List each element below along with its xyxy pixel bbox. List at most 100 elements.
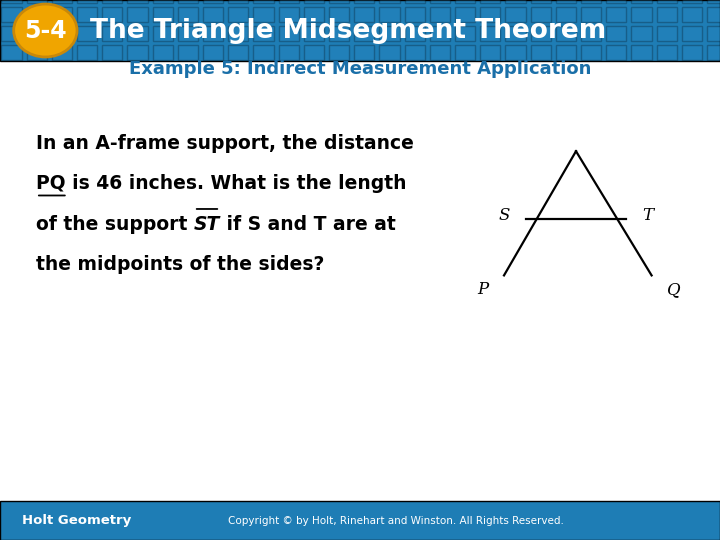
Text: Q: Q	[667, 281, 681, 298]
FancyBboxPatch shape	[52, 0, 72, 3]
FancyBboxPatch shape	[52, 45, 72, 60]
FancyBboxPatch shape	[606, 45, 626, 60]
FancyBboxPatch shape	[581, 45, 601, 60]
FancyBboxPatch shape	[253, 0, 274, 3]
FancyBboxPatch shape	[178, 7, 198, 22]
Ellipse shape	[14, 4, 77, 57]
FancyBboxPatch shape	[279, 26, 299, 41]
Text: Example 5: Indirect Measurement Application: Example 5: Indirect Measurement Applicat…	[129, 60, 591, 78]
FancyBboxPatch shape	[455, 26, 475, 41]
FancyBboxPatch shape	[707, 45, 720, 60]
FancyBboxPatch shape	[127, 7, 148, 22]
FancyBboxPatch shape	[379, 0, 400, 3]
FancyBboxPatch shape	[329, 7, 349, 22]
FancyBboxPatch shape	[1, 0, 22, 3]
FancyBboxPatch shape	[27, 7, 47, 22]
FancyBboxPatch shape	[27, 0, 47, 3]
FancyBboxPatch shape	[455, 45, 475, 60]
FancyBboxPatch shape	[1, 7, 22, 22]
FancyBboxPatch shape	[455, 0, 475, 3]
FancyBboxPatch shape	[203, 45, 223, 60]
FancyBboxPatch shape	[556, 45, 576, 60]
FancyBboxPatch shape	[153, 0, 173, 3]
FancyBboxPatch shape	[153, 26, 173, 41]
FancyBboxPatch shape	[657, 7, 677, 22]
FancyBboxPatch shape	[657, 0, 677, 3]
FancyBboxPatch shape	[455, 7, 475, 22]
FancyBboxPatch shape	[0, 0, 720, 61]
FancyBboxPatch shape	[52, 26, 72, 41]
FancyBboxPatch shape	[127, 0, 148, 3]
Text: In an A-frame support, the distance: In an A-frame support, the distance	[36, 133, 414, 153]
FancyBboxPatch shape	[531, 7, 551, 22]
Text: T: T	[642, 207, 653, 225]
FancyBboxPatch shape	[556, 7, 576, 22]
Text: the midpoints of the sides?: the midpoints of the sides?	[36, 255, 325, 274]
FancyBboxPatch shape	[505, 26, 526, 41]
FancyBboxPatch shape	[480, 0, 500, 3]
FancyBboxPatch shape	[77, 0, 97, 3]
FancyBboxPatch shape	[304, 45, 324, 60]
FancyBboxPatch shape	[707, 26, 720, 41]
FancyBboxPatch shape	[102, 0, 122, 3]
FancyBboxPatch shape	[228, 7, 248, 22]
FancyBboxPatch shape	[77, 7, 97, 22]
Text: The Triangle Midsegment Theorem: The Triangle Midsegment Theorem	[90, 17, 606, 44]
FancyBboxPatch shape	[430, 7, 450, 22]
FancyBboxPatch shape	[27, 26, 47, 41]
FancyBboxPatch shape	[531, 26, 551, 41]
FancyBboxPatch shape	[606, 7, 626, 22]
FancyBboxPatch shape	[354, 7, 374, 22]
FancyBboxPatch shape	[581, 0, 601, 3]
FancyBboxPatch shape	[102, 45, 122, 60]
FancyBboxPatch shape	[203, 26, 223, 41]
FancyBboxPatch shape	[531, 45, 551, 60]
FancyBboxPatch shape	[329, 0, 349, 3]
FancyBboxPatch shape	[480, 45, 500, 60]
FancyBboxPatch shape	[531, 0, 551, 3]
FancyBboxPatch shape	[354, 45, 374, 60]
FancyBboxPatch shape	[1, 45, 22, 60]
FancyBboxPatch shape	[405, 26, 425, 41]
FancyBboxPatch shape	[279, 0, 299, 3]
Text: ST: ST	[194, 214, 220, 234]
FancyBboxPatch shape	[228, 45, 248, 60]
FancyBboxPatch shape	[279, 45, 299, 60]
FancyBboxPatch shape	[657, 26, 677, 41]
FancyBboxPatch shape	[253, 45, 274, 60]
FancyBboxPatch shape	[253, 7, 274, 22]
Text: PQ is 46 inches. What is the length: PQ is 46 inches. What is the length	[36, 174, 407, 193]
Text: 5-4: 5-4	[24, 18, 67, 43]
FancyBboxPatch shape	[102, 7, 122, 22]
FancyBboxPatch shape	[480, 7, 500, 22]
FancyBboxPatch shape	[682, 45, 702, 60]
FancyBboxPatch shape	[178, 0, 198, 3]
FancyBboxPatch shape	[203, 0, 223, 3]
Text: Holt Geometry: Holt Geometry	[22, 514, 131, 527]
FancyBboxPatch shape	[606, 26, 626, 41]
FancyBboxPatch shape	[329, 45, 349, 60]
FancyBboxPatch shape	[405, 45, 425, 60]
FancyBboxPatch shape	[631, 0, 652, 3]
FancyBboxPatch shape	[228, 0, 248, 3]
FancyBboxPatch shape	[304, 7, 324, 22]
Text: S: S	[498, 207, 510, 225]
FancyBboxPatch shape	[127, 26, 148, 41]
FancyBboxPatch shape	[631, 26, 652, 41]
FancyBboxPatch shape	[304, 0, 324, 3]
FancyBboxPatch shape	[505, 7, 526, 22]
FancyBboxPatch shape	[430, 0, 450, 3]
FancyBboxPatch shape	[682, 0, 702, 3]
Text: if S and T are at: if S and T are at	[220, 214, 396, 234]
FancyBboxPatch shape	[178, 26, 198, 41]
FancyBboxPatch shape	[329, 26, 349, 41]
FancyBboxPatch shape	[153, 7, 173, 22]
FancyBboxPatch shape	[480, 26, 500, 41]
FancyBboxPatch shape	[253, 26, 274, 41]
FancyBboxPatch shape	[0, 501, 720, 540]
FancyBboxPatch shape	[127, 45, 148, 60]
FancyBboxPatch shape	[379, 7, 400, 22]
FancyBboxPatch shape	[405, 7, 425, 22]
FancyBboxPatch shape	[631, 7, 652, 22]
FancyBboxPatch shape	[682, 7, 702, 22]
